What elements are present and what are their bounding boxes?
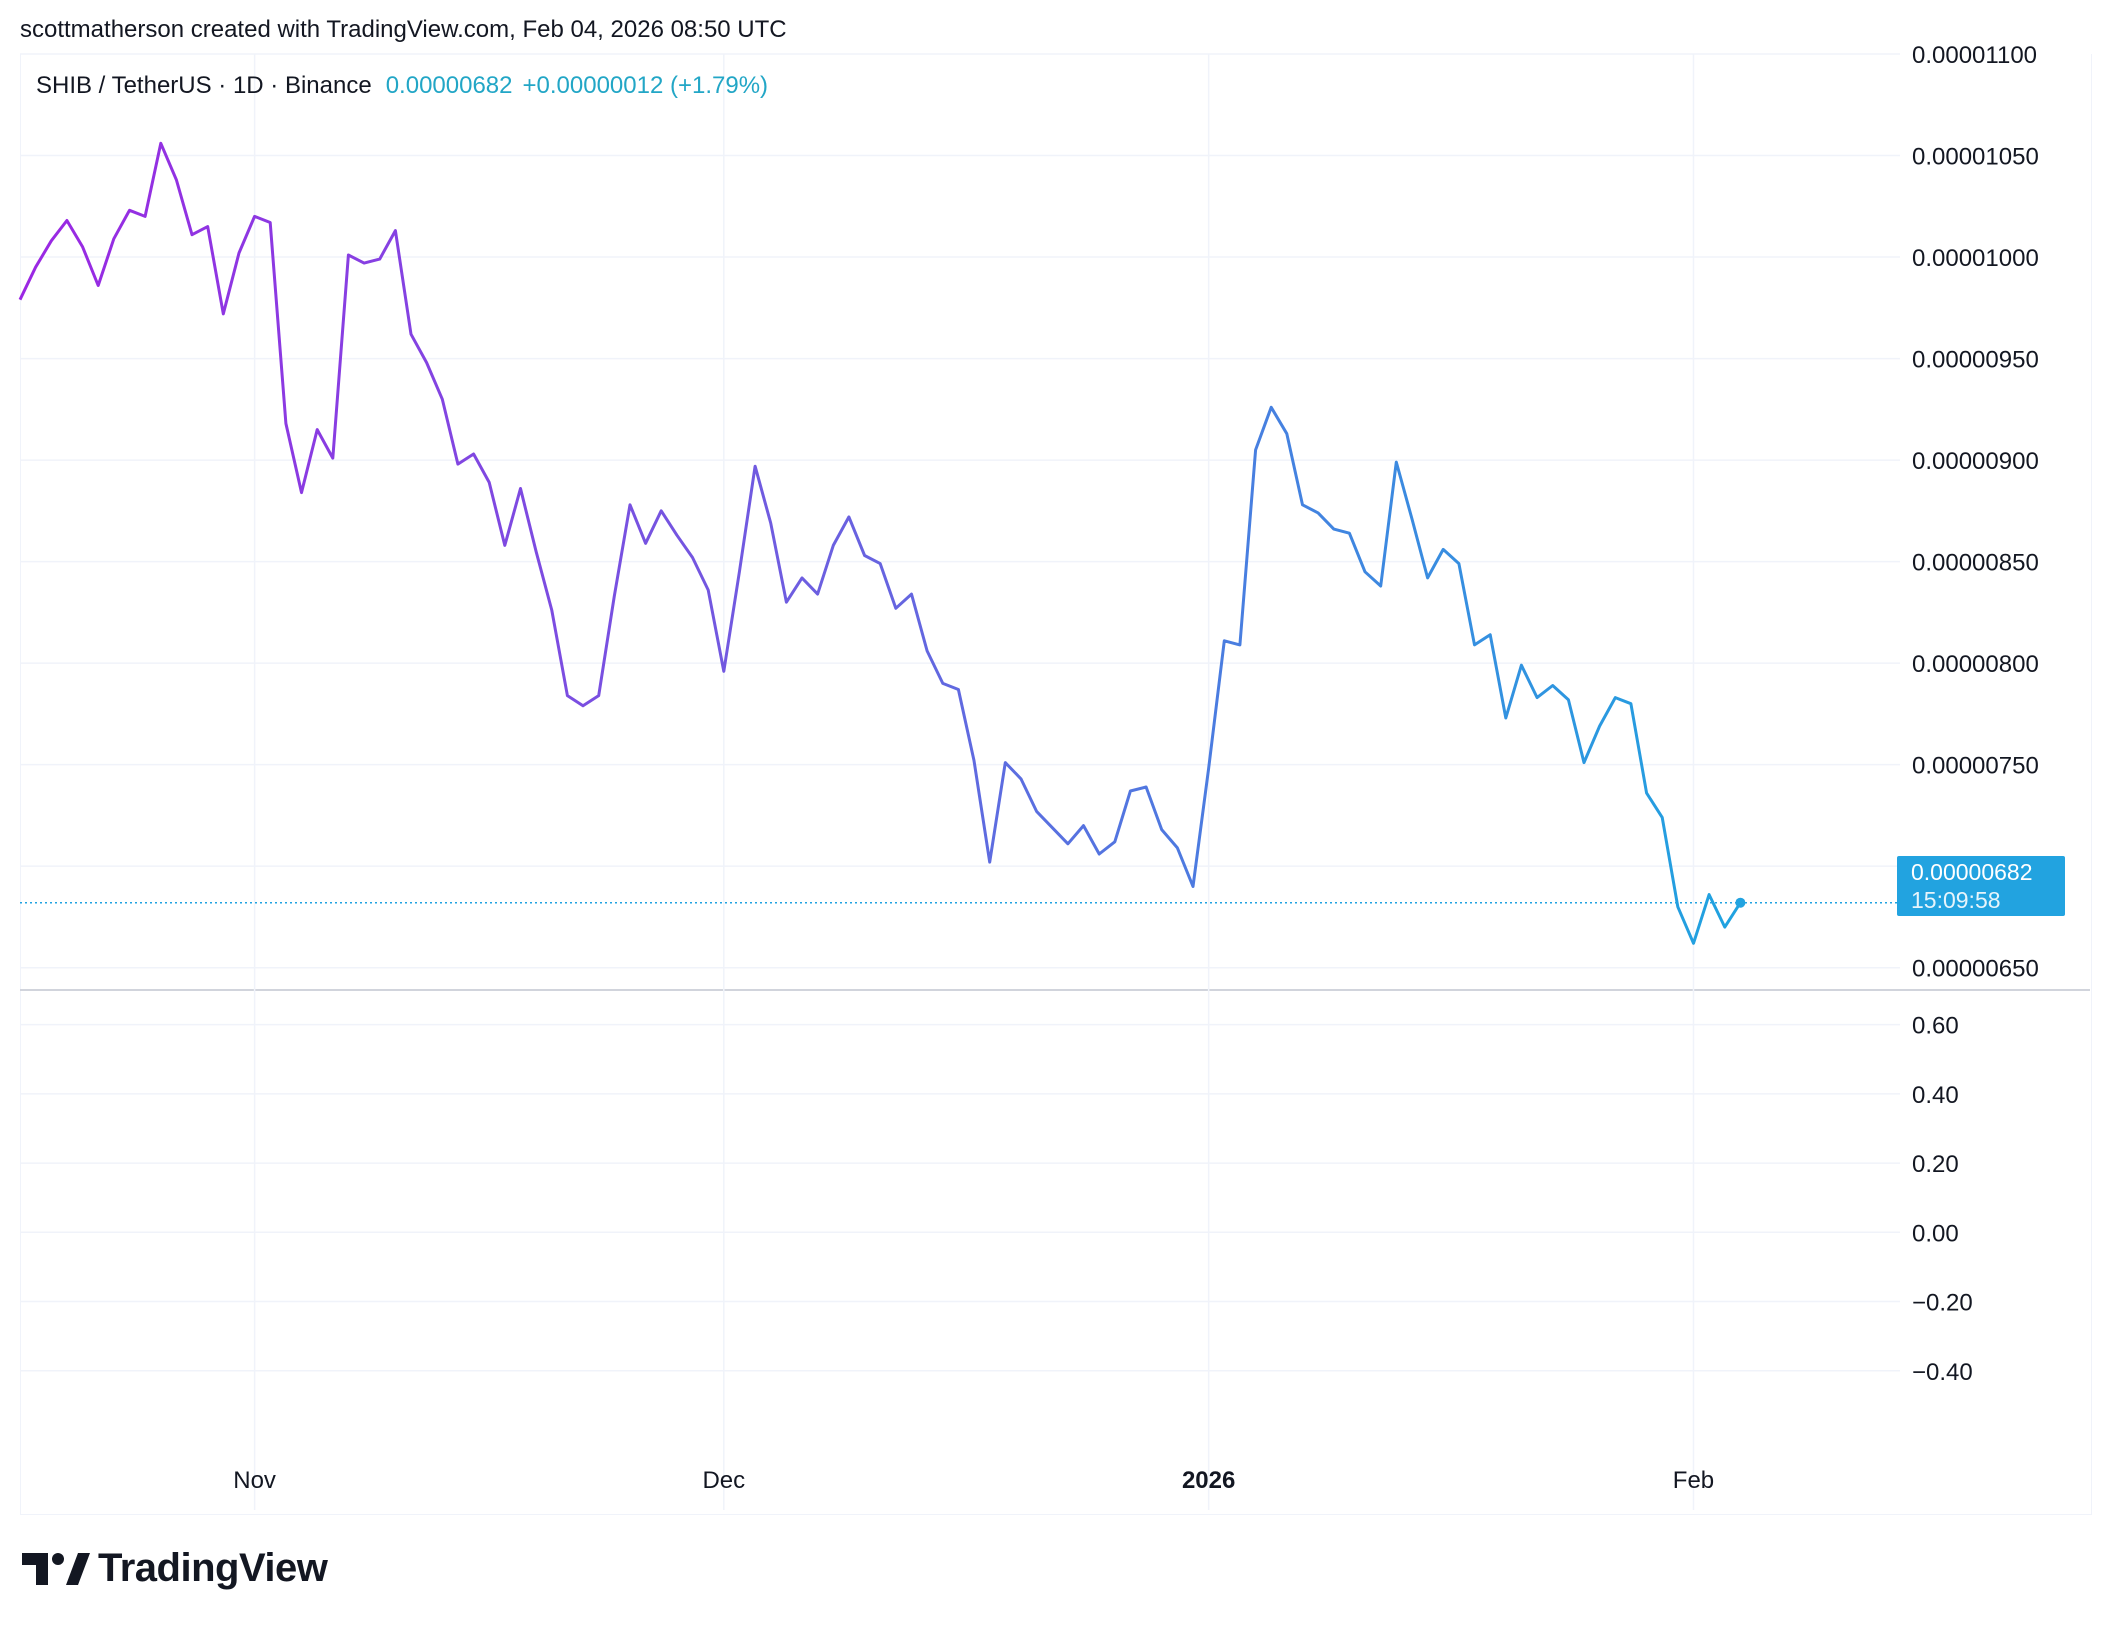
indicator-tick-label: −0.20 xyxy=(1912,1290,1973,1317)
attribution: scottmatherson created with TradingView.… xyxy=(20,16,787,43)
indicator-tick-label: 0.00 xyxy=(1912,1220,1959,1247)
price-tick-label: 0.00000900 xyxy=(1912,448,2039,475)
indicator-tick-label: −0.40 xyxy=(1912,1359,1973,1386)
brand-name: TradingView xyxy=(98,1546,328,1590)
price-tick-label: 0.00001100 xyxy=(1912,42,2037,69)
last-price: 0.00000682 xyxy=(385,72,513,99)
symbol-label[interactable]: SHIB / TetherUS · 1D · Binance xyxy=(36,72,372,99)
last-price-dot xyxy=(1735,897,1746,908)
price-tick-label: 0.00000950 xyxy=(1912,347,2039,374)
indicator-tick-label: 0.60 xyxy=(1912,1013,1959,1040)
price-tick-label: 0.00001050 xyxy=(1912,144,2039,171)
time-tick-label: Nov xyxy=(233,1467,276,1494)
price-tick-label: 0.00000800 xyxy=(1912,651,2039,678)
chart-frame xyxy=(20,54,2092,1515)
price-tick-label: 0.00000750 xyxy=(1912,753,2039,780)
time-tick-label: Feb xyxy=(1673,1467,1714,1494)
indicator-tick-label: 0.40 xyxy=(1912,1082,1959,1109)
badge-price: 0.00000682 xyxy=(1911,859,2033,885)
tradingview-logo[interactable]: TradingView xyxy=(22,1546,328,1591)
series-line[interactable] xyxy=(18,141,1742,945)
price-tick-label: 0.00000650 xyxy=(1912,956,2039,983)
indicator-tick-label: 0.20 xyxy=(1912,1151,1959,1178)
price-change: +0.00000012 (+1.79%) xyxy=(522,72,769,99)
price-tick-label: 0.00001000 xyxy=(1912,245,2039,272)
bar-countdown: 15:09:58 xyxy=(1911,887,2001,913)
tradingview-logo-icon xyxy=(22,1552,90,1585)
last-price-badge: 0.00000682 15:09:58 xyxy=(1897,856,2065,916)
price-tick-label: 0.00000850 xyxy=(1912,550,2039,577)
chart-legend: SHIB / TetherUS · 1D · Binance 0.00000682… xyxy=(36,72,768,100)
time-tick-label: 2026 xyxy=(1182,1467,1235,1494)
time-tick-label: Dec xyxy=(702,1467,745,1494)
